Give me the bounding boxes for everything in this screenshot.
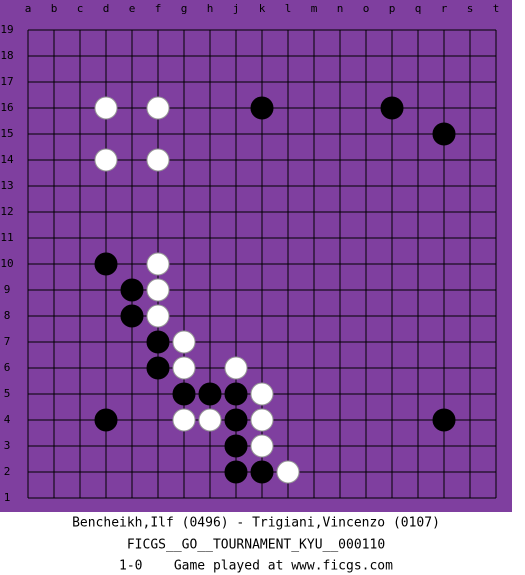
column-label: f (155, 2, 162, 15)
row-label: 12 (0, 205, 13, 218)
row-label: 7 (4, 335, 11, 348)
row-label: 3 (4, 439, 11, 452)
white-stone (198, 408, 222, 432)
black-stone (224, 460, 248, 484)
white-stone (94, 96, 118, 120)
column-label: d (103, 2, 110, 15)
white-stone (172, 330, 196, 354)
column-label: l (285, 2, 292, 15)
black-stone (250, 96, 274, 120)
row-label: 9 (4, 283, 11, 296)
column-label: b (51, 2, 58, 15)
column-label: m (311, 2, 318, 15)
white-stone (146, 148, 170, 172)
row-label: 14 (0, 153, 14, 166)
black-stone (172, 382, 196, 406)
column-label: k (259, 2, 266, 15)
black-stone (198, 382, 222, 406)
black-stone (94, 252, 118, 276)
column-label: j (233, 2, 240, 15)
column-label: e (129, 2, 136, 15)
black-stone (120, 304, 144, 328)
row-label: 11 (0, 231, 13, 244)
column-label: n (337, 2, 344, 15)
black-stone (224, 434, 248, 458)
white-stone (276, 460, 300, 484)
players: Bencheikh,Ilf (0496) - Trigiani,Vincenzo… (72, 516, 440, 531)
row-label: 10 (0, 257, 13, 270)
row-label: 19 (0, 23, 13, 36)
white-stone (172, 408, 196, 432)
column-label: p (389, 2, 396, 15)
white-stone (146, 96, 170, 120)
white-stone (172, 356, 196, 380)
black-stone (432, 122, 456, 146)
black-stone (380, 96, 404, 120)
white-stone (146, 252, 170, 276)
white-stone (94, 148, 118, 172)
white-stone (250, 382, 274, 406)
event: FICGS__GO__TOURNAMENT_KYU__000110 (127, 538, 385, 553)
row-label: 18 (0, 49, 13, 62)
column-label: g (181, 2, 188, 15)
black-stone (432, 408, 456, 432)
column-label: o (363, 2, 370, 15)
row-label: 4 (4, 413, 11, 426)
black-stone (120, 278, 144, 302)
black-stone (146, 330, 170, 354)
row-label: 17 (0, 75, 13, 88)
column-label: t (493, 2, 500, 15)
white-stone (250, 408, 274, 432)
white-stone (224, 356, 248, 380)
row-label: 13 (0, 179, 13, 192)
row-label: 15 (0, 127, 13, 140)
column-label: h (207, 2, 214, 15)
row-label: 6 (4, 361, 11, 374)
result: 1-0 Game played at www.ficgs.com (119, 559, 393, 574)
white-stone (146, 278, 170, 302)
column-label: q (415, 2, 422, 15)
row-label: 16 (0, 101, 13, 114)
column-label: r (441, 2, 448, 15)
row-label: 5 (4, 387, 11, 400)
column-label: s (467, 2, 474, 15)
black-stone (146, 356, 170, 380)
white-stone (146, 304, 170, 328)
row-label: 8 (4, 309, 11, 322)
column-label: a (25, 2, 32, 15)
row-label: 2 (4, 465, 11, 478)
black-stone (224, 382, 248, 406)
black-stone (224, 408, 248, 432)
black-stone (94, 408, 118, 432)
column-label: c (77, 2, 84, 15)
row-label: 1 (4, 491, 11, 504)
white-stone (250, 434, 274, 458)
black-stone (250, 460, 274, 484)
board-background (0, 0, 512, 512)
